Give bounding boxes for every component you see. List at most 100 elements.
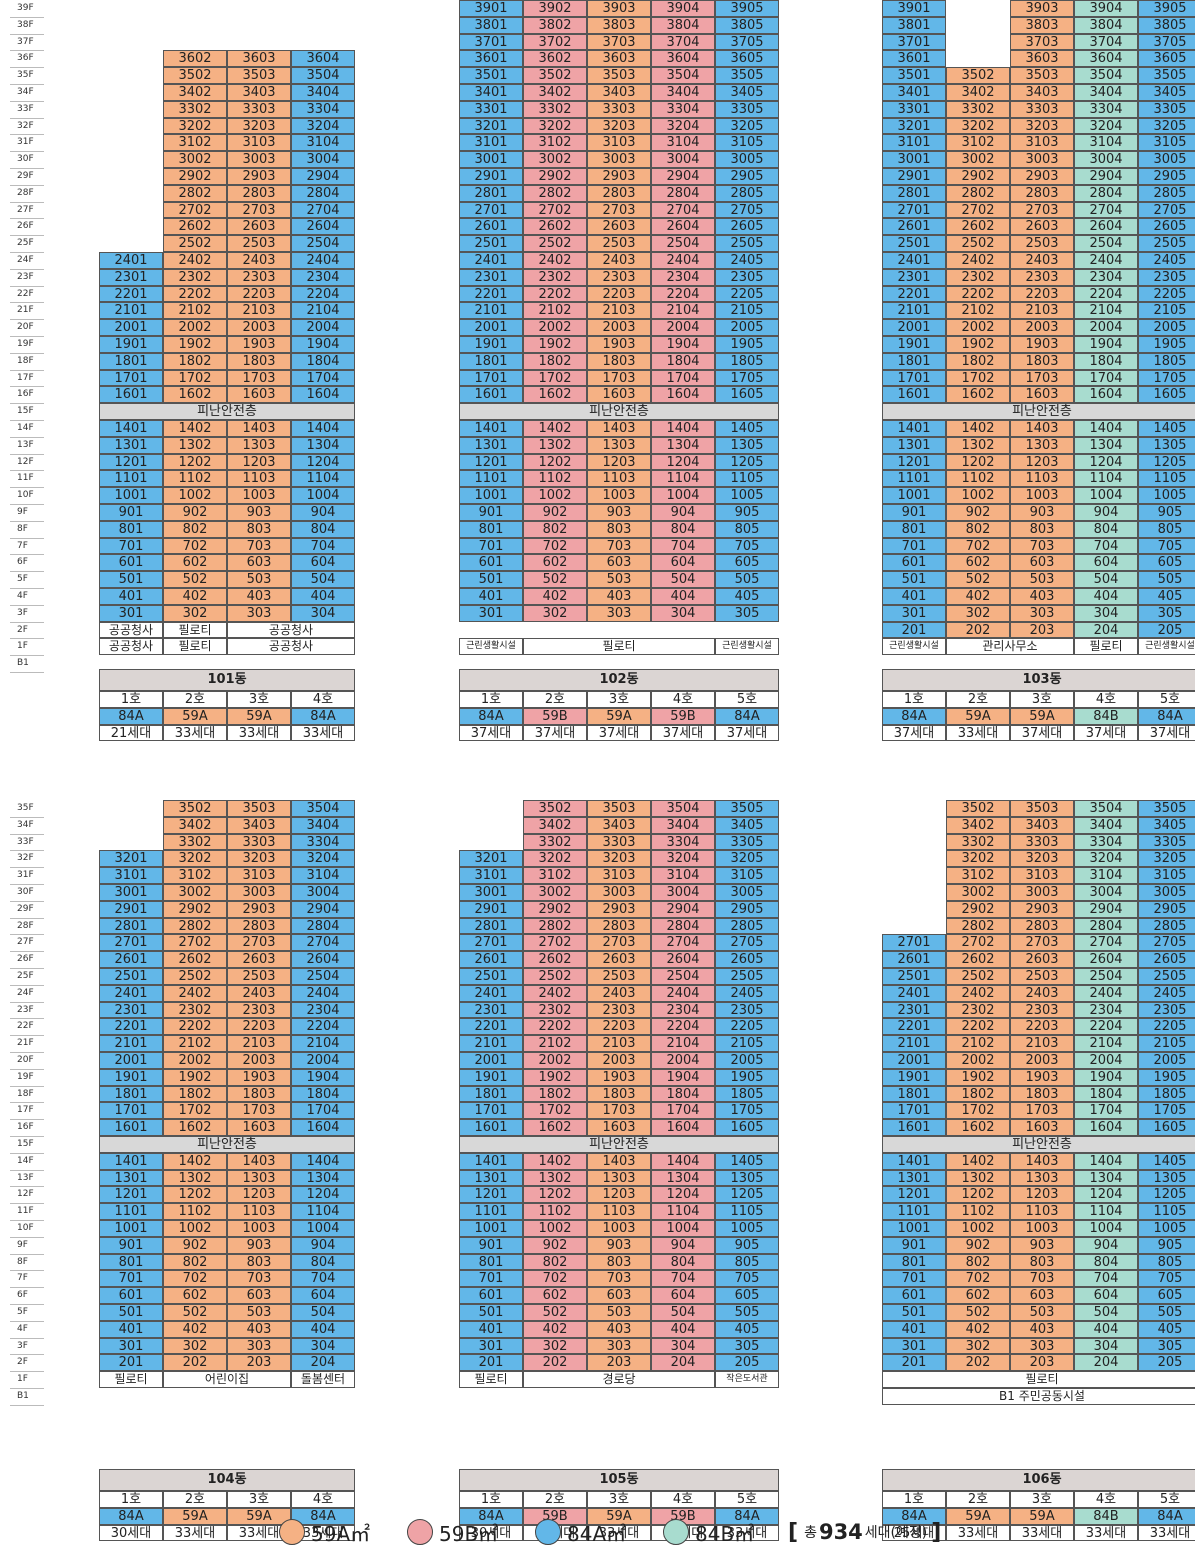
unit-cell: 2502 [946, 968, 1010, 985]
unit-cell: 903 [587, 1236, 651, 1254]
unit-cell: 2403 [587, 984, 651, 1002]
unit-cell: 3204 [1074, 850, 1138, 868]
unit-cell: 2604 [1074, 218, 1138, 236]
unit-cell: 2303 [587, 1001, 651, 1019]
floor-label: 8F [17, 1256, 28, 1267]
unit-cell: 3503 [587, 800, 651, 817]
unit-cell: 701 [882, 1270, 946, 1288]
floor-divider [10, 285, 44, 287]
unit-type: 84A [291, 1507, 355, 1525]
floor-label: 3F [17, 1340, 28, 1351]
unit-cell: 1903 [1010, 1068, 1074, 1086]
unit-cell: 2404 [651, 252, 715, 269]
unit-cell: 1903 [587, 1068, 651, 1086]
unit-cell: 2205 [715, 1018, 779, 1036]
unit-cell: 1703 [1010, 1102, 1074, 1120]
unit-cell: 1701 [99, 369, 163, 387]
unit-cell: 3404 [291, 84, 355, 101]
unit-cell: 203 [227, 1354, 291, 1372]
unit-cell: 605 [715, 1287, 779, 1304]
bracket-close: ] [931, 1519, 942, 1545]
unit-cell: 1303 [587, 436, 651, 454]
unit-count: 33세대 [291, 724, 355, 742]
refuge-floor: 피난안전층 [99, 1136, 355, 1153]
unit-cell: 3001 [459, 884, 523, 901]
unit-cell: 1202 [946, 453, 1010, 471]
unit-cell: 2302 [163, 1001, 227, 1019]
unit-cell: 1101 [459, 470, 523, 488]
unit-cell: 1705 [715, 369, 779, 387]
unit-cell: 3505 [1138, 800, 1195, 817]
unit-cell: 604 [1074, 554, 1138, 572]
unit-cell: 3703 [1010, 33, 1074, 51]
unit-cell: 2401 [99, 252, 163, 269]
unit-count: 37세대 [1010, 724, 1074, 742]
unit-cell: 2801 [459, 184, 523, 202]
line-number: 3호 [587, 1491, 651, 1508]
unit-cell: 2401 [99, 984, 163, 1002]
floor-label: B1 [17, 1391, 29, 1401]
unit-cell: 1801 [99, 1085, 163, 1103]
unit-cell: 1803 [587, 352, 651, 370]
unit-cell: 3304 [1074, 100, 1138, 118]
floor-label: 21F [17, 305, 34, 316]
unit-cell: 201 [882, 1354, 946, 1372]
floor-label: 27F [17, 937, 34, 948]
unit-cell: 2902 [163, 900, 227, 918]
unit-cell: 2802 [163, 917, 227, 935]
unit-cell: 3304 [651, 100, 715, 118]
unit-cell: 2803 [587, 917, 651, 935]
unit-cell: 204 [1074, 1354, 1138, 1372]
unit-cell: 3404 [651, 84, 715, 101]
unit-cell: 2804 [651, 917, 715, 935]
unit-type: 59A [163, 1507, 227, 1525]
unit-cell: 1203 [1010, 453, 1074, 471]
unit-cell: 1605 [715, 1119, 779, 1136]
unit-cell: 3803 [587, 16, 651, 34]
floor-label: 22F [17, 288, 34, 299]
unit-cell: 1402 [163, 420, 227, 437]
unit-cell: 3303 [227, 100, 291, 118]
unit-cell: 3203 [227, 117, 291, 135]
unit-cell: 3303 [587, 833, 651, 851]
floor-divider [10, 168, 44, 169]
unit-cell: 3403 [227, 84, 291, 101]
unit-cell: 504 [1074, 1304, 1138, 1321]
unit-cell: 2702 [523, 201, 587, 219]
unit-cell: 1605 [715, 386, 779, 404]
building-name: 104동 [99, 1469, 355, 1491]
unit-cell: 2602 [163, 218, 227, 236]
unit-cell: 1005 [715, 1220, 779, 1237]
floor-divider [10, 67, 44, 69]
unit-cell: 2103 [227, 1035, 291, 1052]
unit-cell: 2405 [715, 984, 779, 1002]
unit-cell: 504 [651, 571, 715, 588]
unit-cell: 1402 [163, 1152, 227, 1170]
unit-cell: 2902 [946, 168, 1010, 185]
unit-cell: 1802 [523, 352, 587, 370]
unit-cell: 1201 [99, 1186, 163, 1204]
unit-cell: 2203 [227, 1018, 291, 1036]
unit-cell: 801 [459, 520, 523, 538]
unit-cell: 1302 [523, 1169, 587, 1187]
unit-cell: 3805 [1138, 16, 1195, 34]
unit-cell: 2602 [523, 218, 587, 236]
unit-cell: 1603 [227, 1119, 291, 1136]
unit-cell: 1904 [651, 336, 715, 353]
unit-cell: 2404 [1074, 252, 1138, 269]
unit-cell: 2904 [651, 168, 715, 185]
unit-cell: 3003 [587, 151, 651, 168]
floor-label: 6F [17, 1290, 28, 1301]
unit-cell: 1905 [715, 336, 779, 353]
unit-cell: 1604 [291, 1119, 355, 1136]
unit-cell: 2104 [651, 302, 715, 320]
unit-cell: 1901 [459, 336, 523, 353]
unit-cell: 2604 [1074, 951, 1138, 968]
unit-cell: 1304 [291, 1169, 355, 1187]
unit-cell: 3304 [291, 100, 355, 118]
unit-cell: 1301 [99, 1169, 163, 1187]
unit-cell: 3102 [946, 867, 1010, 884]
unit-cell: 2402 [163, 984, 227, 1002]
unit-cell: 2003 [227, 1052, 291, 1069]
unit-cell: 1803 [227, 352, 291, 370]
